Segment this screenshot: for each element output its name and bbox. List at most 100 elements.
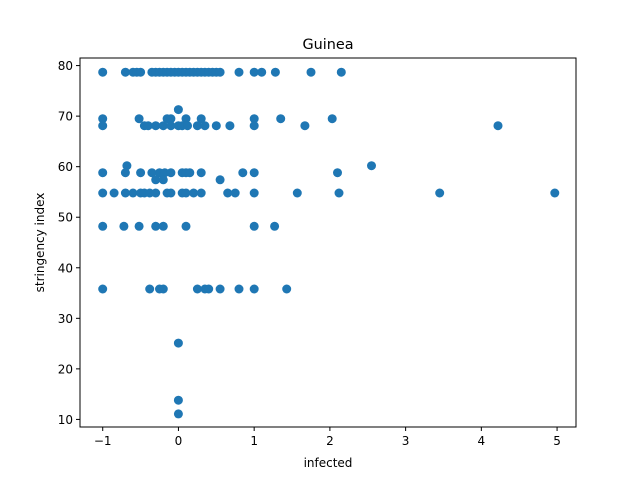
data-point (192, 121, 202, 131)
data-point (215, 175, 225, 185)
data-point (306, 67, 316, 77)
y-tick-label: 10 (58, 413, 73, 427)
data-point (230, 188, 240, 198)
x-tick-label: 4 (478, 434, 486, 448)
x-tick-label: 2 (326, 434, 334, 448)
data-point (98, 188, 108, 198)
data-point (122, 161, 132, 171)
data-point (493, 121, 503, 131)
data-point (147, 168, 157, 178)
data-point (136, 67, 146, 77)
data-point (550, 188, 560, 198)
data-point (238, 168, 248, 178)
y-tick-label: 70 (58, 110, 73, 124)
y-axis-label: stringency index (33, 193, 47, 293)
data-point (181, 221, 191, 231)
data-point (158, 284, 168, 294)
chart-title: Guinea (302, 37, 353, 53)
data-point (276, 114, 286, 124)
data-point (98, 284, 108, 294)
data-point (151, 188, 161, 198)
data-point (119, 221, 129, 231)
x-tick-label: 1 (250, 434, 258, 448)
data-point (151, 221, 161, 231)
data-point (158, 221, 168, 231)
data-point (128, 188, 138, 198)
data-point (249, 121, 259, 131)
data-point (200, 121, 210, 131)
data-point (185, 168, 195, 178)
data-point (192, 284, 202, 294)
data-point (215, 284, 225, 294)
x-tick-label: −1 (94, 434, 112, 448)
data-point (158, 175, 168, 185)
data-point (327, 114, 337, 124)
data-point (173, 409, 183, 419)
data-point (120, 188, 130, 198)
data-point (145, 284, 155, 294)
data-point (249, 221, 259, 231)
data-point (166, 168, 176, 178)
x-tick-label: 0 (175, 434, 183, 448)
data-point (249, 284, 259, 294)
data-point (134, 114, 144, 124)
y-tick-label: 60 (58, 160, 73, 174)
data-point (196, 168, 206, 178)
data-point (204, 284, 214, 294)
data-point (181, 114, 191, 124)
y-tick-label: 20 (58, 362, 73, 376)
data-point (173, 105, 183, 115)
data-point (151, 175, 161, 185)
data-point (270, 67, 280, 77)
data-point (166, 121, 176, 131)
data-point (183, 121, 192, 131)
data-point (336, 67, 346, 77)
data-point (173, 338, 183, 348)
data-point (333, 168, 342, 178)
data-point (181, 188, 191, 198)
y-tick-label: 50 (58, 211, 73, 225)
data-point (98, 221, 108, 231)
points-layer (98, 67, 560, 419)
data-point (196, 188, 206, 198)
x-tick-label: 3 (402, 434, 410, 448)
data-point (143, 121, 153, 131)
y-tick-label: 80 (58, 59, 73, 73)
data-point (166, 114, 176, 124)
data-point (292, 188, 302, 198)
data-point (270, 221, 280, 231)
data-point (211, 121, 221, 131)
data-point (98, 168, 108, 178)
data-point (282, 284, 292, 294)
y-tick-label: 30 (58, 312, 73, 326)
y-axis: 10 20 30 40 50 60 70 80 (58, 59, 80, 427)
data-point (249, 168, 259, 178)
x-axis-label: infected (304, 456, 353, 470)
data-point (109, 188, 119, 198)
data-point (234, 67, 244, 77)
data-point (435, 188, 445, 198)
x-axis: −1 0 1 2 3 4 5 (94, 427, 561, 448)
data-point (136, 168, 146, 178)
y-tick-label: 40 (58, 261, 73, 275)
data-point (120, 67, 130, 77)
data-point (134, 221, 144, 231)
data-point (189, 188, 199, 198)
data-point (367, 161, 376, 171)
data-point (257, 67, 267, 77)
data-point (249, 67, 259, 77)
data-point (98, 67, 108, 77)
data-point (98, 114, 108, 124)
data-point (249, 188, 259, 198)
data-point (173, 395, 183, 405)
data-point (158, 121, 168, 131)
data-point (223, 188, 233, 198)
data-point (249, 114, 259, 124)
data-point (215, 67, 225, 77)
data-point (225, 121, 235, 131)
plot-frame (79, 57, 577, 428)
data-point (151, 121, 161, 131)
